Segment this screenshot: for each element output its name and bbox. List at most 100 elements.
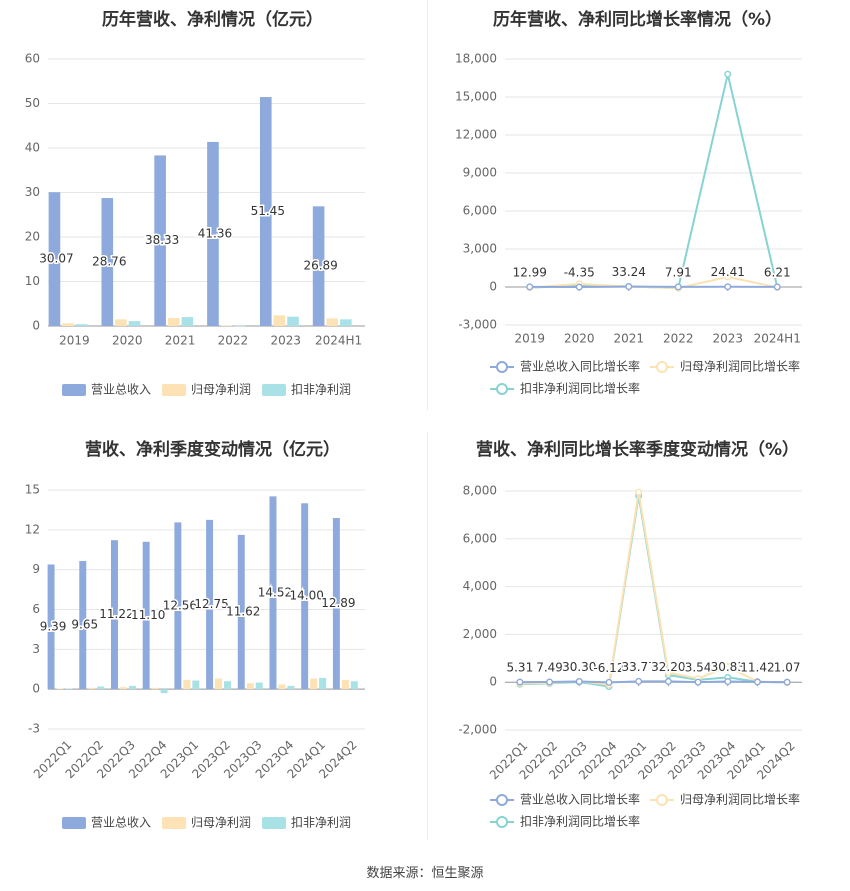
series-line-1 [519,492,788,686]
x-tick-label: 2020 [564,332,595,346]
x-tick-label: 2022 [218,334,249,348]
bar-parent-profit [310,678,318,690]
annual-amount-chart: 历年营收、净利情况（亿元） 0 10 20 30 40 50 60 2019 2020 2021 20… [25,9,365,397]
bar-nonrecurring-profit [287,685,295,690]
x-tick-label: 2024H1 [315,334,362,348]
y-tick-label: 0 [489,280,497,294]
legend-label: 营业总收入 [91,816,151,830]
data-point [694,678,702,686]
bar-value-label: 14.00 [289,589,323,603]
bar-nonrecurring-profit [224,681,232,690]
line-value-label: 1.07 [774,661,801,675]
y-tick-label: 2,000 [463,627,497,641]
bar-revenue [332,518,340,690]
data-point [773,283,781,291]
y-tick-label: 12,000 [455,128,497,142]
bar-parent-profit [115,319,127,326]
bar-parent-profit [278,684,286,690]
legend-swatch-icon [62,384,86,396]
bar-revenue [101,198,114,326]
data-point [783,678,791,686]
panel-divider-bottom [427,432,428,840]
bar-revenue [154,155,166,326]
bar-parent-profit [326,318,339,326]
bar-revenue [207,141,219,326]
data-point [724,273,732,281]
bar-nonrecurring-profit [234,325,247,327]
chart-title: 历年营收、净利情况（亿元） [102,9,323,30]
legend-swatch-icon [262,384,286,396]
x-tick-label: 2019 [514,332,545,346]
data-point [605,678,613,686]
bar-revenue [269,496,277,690]
bar-value-label: 26.89 [303,259,337,273]
x-tick-label: 2023 [712,332,743,346]
bar-revenue [237,534,245,690]
line-value-label: 12.99 [513,265,547,279]
bar-parent-profit [215,678,223,690]
bar-value-label: 38.33 [145,233,179,247]
x-tick-label: 2020 [112,334,143,348]
legend-label: 归母净利润 [191,816,251,830]
bar-parent-profit [183,679,191,690]
bar-value-label: 11.10 [131,608,165,622]
legend: 营业总收入 归母净利润 扣非净利润 [62,383,351,397]
bar-revenue [206,519,214,690]
y-tick-label: 30 [25,185,40,199]
y-tick-label: 9 [32,562,40,576]
x-tick-label: 2019 [59,334,90,348]
data-point [516,678,524,686]
data-point [674,283,682,291]
bar-parent-profit [246,683,254,690]
legend-label: 扣非净利润同比增长率 [520,814,640,829]
data-point [635,488,643,496]
bar-parent-profit [220,325,233,327]
legend-label: 营业总收入同比增长率 [520,359,640,374]
bar-nonrecurring-profit [287,316,299,326]
line-value-label: 33.77 [621,660,655,674]
annual-growth-chart: 历年营收、净利同比增长率情况（%） -3,000 0 3,000 6,000 9,000 1… [455,9,802,396]
line-value-label: 30.83 [711,660,745,674]
bar-nonrecurring-profit [192,680,200,690]
y-tick-label: 3 [32,642,40,656]
bar-parent-profit [62,323,74,326]
y-tick-label: 0 [489,675,497,689]
bar-nonrecurring-profit [160,689,168,694]
legend-label: 扣非净利润 [291,383,351,397]
legend-circle-icon [656,794,668,806]
legend-swatch-icon [162,384,186,396]
bar-revenue [79,561,87,690]
quarterly-growth-chart: 营收、净利同比增长率季度变动情况（%） -2,000 0 2,000 4,000 6,00… [458,439,802,829]
line-value-label: 7.49 [536,661,563,675]
quarterly-amount-chart: 营收、净利季度变动情况（亿元）-3036912152022Q12022Q2202… [25,439,365,830]
legend-swatch-icon [62,817,86,829]
bar-nonrecurring-profit [128,685,136,690]
y-tick-label: -3 [28,722,40,736]
y-tick-label: 20 [25,230,40,244]
bar-revenue [174,522,182,690]
legend-label: 营业总收入同比增长率 [520,792,640,807]
data-point [635,677,643,685]
y-tick-label: 6,000 [463,204,497,218]
y-tick-label: 6 [32,602,40,616]
bar-value-label: 9.39 [40,619,67,633]
bar-revenue [48,192,61,326]
line-value-label: 7.91 [665,265,692,279]
bar-revenue [312,206,325,326]
bar-revenue [142,541,150,690]
chart-title: 营收、净利同比增长率季度变动情况（%） [476,439,799,460]
data-point [664,677,672,685]
legend-label: 扣非净利润同比增长率 [520,381,640,396]
y-tick-label: -3,000 [458,318,497,332]
bar-parent-profit [56,688,64,690]
bar-nonrecurring-profit [319,677,327,690]
bar-nonrecurring-profit [350,681,358,690]
x-tick-label: 2021 [613,332,644,346]
bar-value-label: 14.52 [258,585,292,599]
bar-nonrecurring-profit [340,319,352,326]
legend-circle-icon [496,383,508,395]
bar-revenue [110,540,118,690]
legend-circle-icon [496,794,508,806]
series-line-2 [529,73,779,290]
legend-label: 营业总收入 [91,383,151,397]
